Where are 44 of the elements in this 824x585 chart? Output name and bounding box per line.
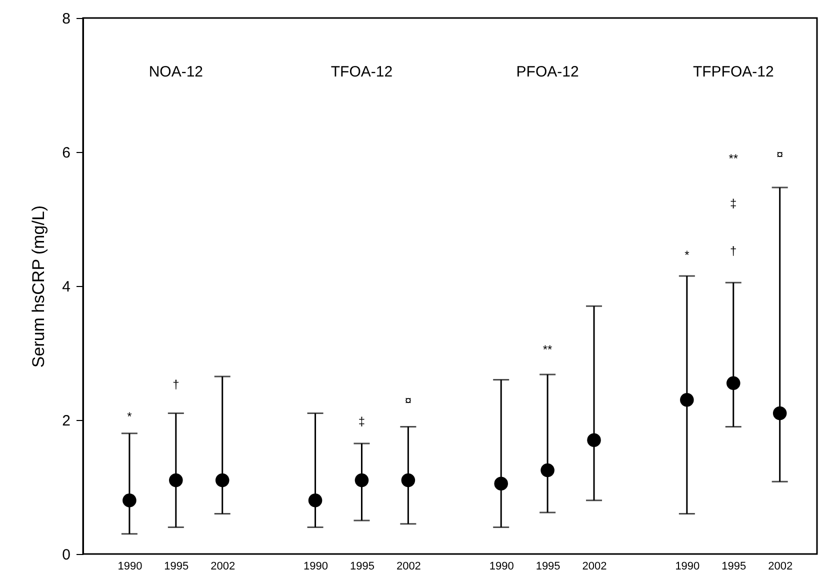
point bbox=[726, 376, 740, 390]
x-tick-label: 1995 bbox=[722, 560, 746, 572]
point bbox=[401, 473, 416, 488]
x-tick-label: 1995 bbox=[350, 560, 374, 572]
x-tick-label: 1990 bbox=[118, 560, 142, 572]
annotation: ¤ bbox=[404, 394, 412, 408]
x-tick-label: 1990 bbox=[489, 560, 514, 572]
x-tick-label: 1990 bbox=[675, 560, 700, 572]
annotation: ** bbox=[542, 342, 553, 357]
annotation: PFOA-12 bbox=[516, 64, 579, 81]
x-tick-label: 1990 bbox=[304, 560, 328, 572]
x-tick-label: 2002 bbox=[768, 560, 793, 572]
point bbox=[308, 494, 322, 508]
point bbox=[772, 406, 787, 420]
annotation: ‡ bbox=[730, 196, 737, 211]
annotation: * bbox=[684, 248, 690, 262]
point bbox=[122, 494, 136, 508]
point bbox=[680, 393, 694, 407]
x-tick-label: 1995 bbox=[164, 560, 189, 572]
point bbox=[354, 473, 369, 488]
y-tick-label: 6 bbox=[62, 144, 70, 162]
annotation: † bbox=[172, 377, 180, 392]
y-axis-title: Serum hsCRP (mg/L) bbox=[29, 205, 48, 368]
annotation: * bbox=[127, 410, 132, 424]
y-tick-label: 0 bbox=[62, 546, 70, 564]
point bbox=[587, 433, 601, 447]
point bbox=[215, 473, 230, 488]
y-tick-label: 4 bbox=[62, 278, 70, 296]
y-tick-label: 8 bbox=[62, 10, 70, 28]
x-tick-label: 2002 bbox=[582, 560, 607, 572]
point bbox=[494, 476, 508, 491]
point bbox=[169, 473, 183, 488]
annotation: NOA-12 bbox=[148, 64, 204, 81]
y-tick-label: 2 bbox=[62, 412, 70, 430]
x-tick-label: 2002 bbox=[396, 560, 421, 572]
annotation: ¤ bbox=[776, 148, 784, 162]
annotation: TFOA-12 bbox=[330, 64, 393, 81]
point bbox=[540, 463, 554, 478]
annotation: ‡ bbox=[358, 414, 366, 428]
x-tick-label: 2002 bbox=[210, 560, 236, 572]
annotation: TFPFOA-12 bbox=[692, 64, 774, 81]
annotation: ** bbox=[728, 152, 738, 166]
annotation: † bbox=[730, 244, 737, 258]
x-tick-label: 1995 bbox=[536, 560, 560, 572]
